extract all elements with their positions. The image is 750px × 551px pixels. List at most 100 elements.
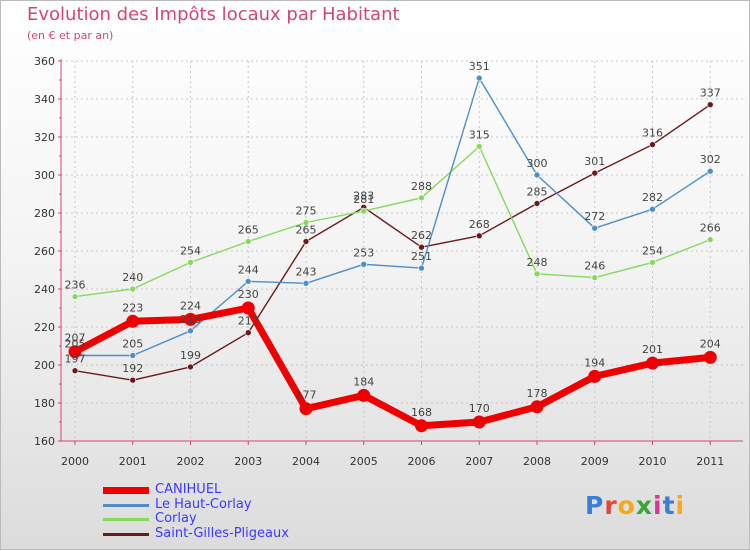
data-label-canihuel: 207 (65, 332, 86, 345)
data-point-corlay (244, 238, 252, 245)
data-label-saint-gilles-pligeaux: 285 (527, 186, 548, 199)
y-tick-label: 260 (34, 245, 55, 258)
data-label-le-haut-corlay: 218 (180, 313, 201, 326)
data-point-canihuel (184, 312, 197, 326)
data-point-le-haut-corlay (187, 327, 194, 335)
data-point-corlay (591, 274, 599, 281)
legend-label-le-haut-corlay: Le Haut-Corlay (155, 496, 252, 512)
data-point-saint-gilles-pligeaux (302, 238, 310, 245)
data-point-corlay (302, 219, 310, 226)
x-tick-label: 2011 (696, 455, 724, 468)
data-point-canihuel (357, 388, 371, 402)
data-point-corlay (187, 259, 194, 266)
data-point-le-haut-corlay (706, 167, 714, 175)
data-point-le-haut-corlay (475, 74, 483, 82)
data-label-canihuel: 184 (353, 375, 374, 388)
data-label-corlay: 240 (122, 271, 143, 284)
data-label-canihuel: 178 (527, 387, 548, 400)
logo-letter: t (662, 491, 676, 520)
x-tick-label: 2008 (523, 455, 551, 468)
data-label-le-haut-corlay: 253 (353, 246, 374, 259)
logo-letter: P (585, 491, 605, 520)
data-label-le-haut-corlay: 205 (122, 338, 143, 351)
x-tick-label: 2010 (639, 455, 667, 468)
data-label-corlay: 248 (527, 256, 548, 269)
grid-layer (61, 60, 743, 442)
data-label-le-haut-corlay: 243 (296, 265, 317, 278)
x-tick-label: 2005 (350, 455, 378, 468)
data-label-saint-gilles-pligeaux: 268 (469, 218, 490, 231)
data-point-corlay (533, 270, 541, 278)
legend-label-canihuel: CANIHUEL (155, 482, 222, 497)
y-tick-label: 280 (34, 207, 55, 220)
data-point-le-haut-corlay (360, 260, 368, 268)
data-label-canihuel: 194 (584, 356, 605, 369)
data-point-saint-gilles-pligeaux (706, 101, 714, 108)
data-label-corlay: 246 (584, 260, 605, 273)
data-point-saint-gilles-pligeaux (129, 376, 137, 384)
data-label-saint-gilles-pligeaux: 283 (353, 189, 374, 202)
logo-letter: x (635, 491, 653, 520)
data-point-canihuel (588, 369, 602, 383)
y-tick-label: 360 (34, 55, 55, 68)
data-label-saint-gilles-pligeaux: 262 (411, 229, 432, 242)
data-point-canihuel (472, 415, 486, 429)
logo-letter: i (653, 491, 663, 520)
data-label-saint-gilles-pligeaux: 197 (65, 353, 86, 366)
y-tick-label: 160 (34, 435, 55, 448)
data-label-le-haut-corlay: 272 (584, 210, 605, 223)
proxiti-logo: Proxiti (585, 491, 685, 520)
series-layer (68, 74, 717, 433)
data-label-corlay: 254 (642, 244, 663, 257)
data-point-le-haut-corlay (591, 224, 599, 232)
x-tick-label: 2004 (292, 455, 320, 468)
data-label-canihuel: 170 (469, 402, 490, 415)
data-label-corlay: 275 (296, 205, 317, 218)
chart-title: Evolution des Impôts locaux par Habitant (27, 4, 400, 25)
x-tick-label: 2006 (408, 455, 436, 468)
data-label-corlay: 315 (469, 129, 490, 142)
data-point-corlay (71, 293, 79, 300)
data-point-canihuel (646, 356, 659, 370)
x-tick-label: 2007 (465, 455, 493, 468)
data-point-saint-gilles-pligeaux (244, 329, 252, 337)
data-point-corlay (360, 207, 368, 215)
data-label-le-haut-corlay: 282 (642, 191, 663, 204)
data-point-le-haut-corlay (129, 352, 137, 359)
legend-swatch-le-haut-corlay (103, 503, 149, 507)
series-line-le-haut-corlay (75, 77, 711, 357)
x-tick-label: 2009 (581, 455, 609, 468)
series-line-saint-gilles-pligeaux (74, 104, 711, 381)
data-point-saint-gilles-pligeaux (71, 367, 79, 375)
data-point-canihuel (126, 314, 140, 328)
data-point-saint-gilles-pligeaux (475, 232, 483, 240)
data-label-saint-gilles-pligeaux: 316 (642, 127, 663, 140)
data-point-saint-gilles-pligeaux (418, 243, 425, 251)
y-tick-label: 340 (34, 93, 55, 106)
data-label-saint-gilles-pligeaux: 192 (122, 362, 143, 375)
label-layer: 197 192 199 217 265 283 262 268 285 301 316 337 236 2… (65, 60, 721, 419)
data-label-le-haut-corlay: 300 (527, 157, 548, 170)
data-label-corlay: 236 (65, 279, 86, 292)
logo-letter: i (675, 491, 686, 520)
data-label-le-haut-corlay: 205 (65, 338, 86, 351)
axis-layer: 160 180 200 220 240 260 280 300 320 340 360 2000 200… (34, 55, 743, 468)
data-point-canihuel (415, 419, 428, 433)
legend-swatch-corlay (103, 518, 149, 521)
data-label-le-haut-corlay: 251 (411, 250, 432, 263)
data-label-canihuel: 201 (642, 343, 663, 356)
data-point-canihuel (703, 350, 717, 364)
data-point-corlay (649, 259, 656, 266)
data-label-canihuel: 224 (180, 299, 201, 312)
legend-label-corlay: Corlay (155, 511, 197, 526)
x-tick-label: 2003 (234, 455, 262, 468)
data-point-le-haut-corlay (418, 264, 425, 272)
data-point-saint-gilles-pligeaux (649, 141, 656, 148)
legend-swatch-canihuel (103, 487, 149, 494)
data-point-saint-gilles-pligeaux (533, 200, 541, 207)
y-tick-label: 200 (34, 359, 55, 372)
data-point-corlay (475, 143, 483, 150)
logo-letter: r (604, 491, 618, 520)
data-label-corlay: 265 (238, 224, 259, 237)
